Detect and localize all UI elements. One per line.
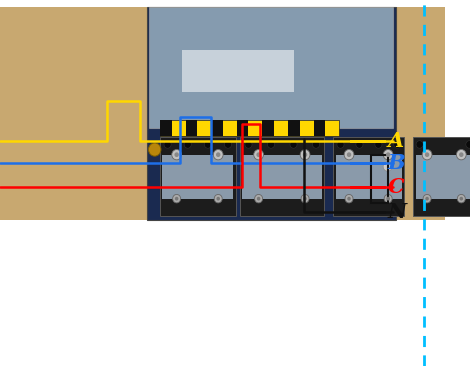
Ellipse shape — [425, 197, 429, 201]
Text: B: B — [388, 153, 405, 173]
Ellipse shape — [225, 141, 232, 148]
Ellipse shape — [460, 197, 463, 201]
Ellipse shape — [216, 197, 220, 201]
FancyBboxPatch shape — [182, 50, 294, 92]
Text: A: A — [388, 131, 404, 151]
Ellipse shape — [416, 141, 423, 148]
Ellipse shape — [457, 194, 465, 203]
Bar — [240, 137, 324, 216]
Bar — [336, 156, 402, 199]
Bar — [162, 156, 234, 199]
Ellipse shape — [257, 152, 261, 157]
Ellipse shape — [466, 141, 470, 148]
Ellipse shape — [149, 143, 161, 156]
Ellipse shape — [384, 194, 392, 203]
Bar — [313, 120, 325, 136]
Bar — [211, 120, 223, 136]
Text: C: C — [388, 177, 404, 197]
Bar — [371, 156, 388, 203]
Ellipse shape — [347, 152, 351, 157]
Bar — [160, 120, 339, 136]
Ellipse shape — [216, 152, 220, 157]
Ellipse shape — [356, 141, 363, 148]
Ellipse shape — [394, 141, 401, 148]
Bar — [147, 7, 396, 220]
Ellipse shape — [459, 152, 463, 157]
Ellipse shape — [204, 141, 212, 148]
Ellipse shape — [344, 149, 354, 160]
Bar — [333, 137, 405, 216]
Bar — [0, 7, 147, 220]
Ellipse shape — [386, 152, 391, 157]
FancyBboxPatch shape — [149, 7, 393, 128]
Ellipse shape — [301, 194, 309, 203]
Bar — [415, 156, 470, 199]
Ellipse shape — [423, 194, 431, 203]
Ellipse shape — [337, 141, 344, 148]
Ellipse shape — [347, 197, 351, 201]
Ellipse shape — [164, 141, 171, 148]
Ellipse shape — [345, 194, 353, 203]
Bar — [237, 120, 248, 136]
Ellipse shape — [386, 197, 390, 201]
Ellipse shape — [172, 149, 181, 160]
Ellipse shape — [375, 141, 382, 148]
Ellipse shape — [254, 149, 264, 160]
Ellipse shape — [257, 197, 260, 201]
Bar — [262, 120, 274, 136]
Ellipse shape — [303, 197, 307, 201]
Bar — [160, 137, 235, 216]
Bar — [288, 120, 299, 136]
Ellipse shape — [174, 152, 179, 157]
Ellipse shape — [290, 141, 297, 148]
Ellipse shape — [422, 149, 432, 160]
Ellipse shape — [175, 197, 179, 201]
Ellipse shape — [313, 141, 320, 148]
Ellipse shape — [245, 141, 252, 148]
Ellipse shape — [267, 141, 274, 148]
Bar — [242, 156, 322, 199]
Ellipse shape — [456, 149, 466, 160]
Ellipse shape — [172, 194, 180, 203]
Ellipse shape — [383, 162, 392, 171]
Ellipse shape — [213, 149, 223, 160]
Bar — [396, 7, 445, 220]
Bar — [160, 120, 172, 136]
Ellipse shape — [214, 194, 222, 203]
Ellipse shape — [425, 152, 429, 157]
Ellipse shape — [300, 149, 310, 160]
Bar — [414, 137, 470, 216]
Ellipse shape — [303, 152, 307, 157]
Ellipse shape — [255, 194, 263, 203]
Bar — [186, 120, 197, 136]
Text: N: N — [388, 202, 407, 222]
Ellipse shape — [184, 141, 191, 148]
Ellipse shape — [383, 149, 393, 160]
